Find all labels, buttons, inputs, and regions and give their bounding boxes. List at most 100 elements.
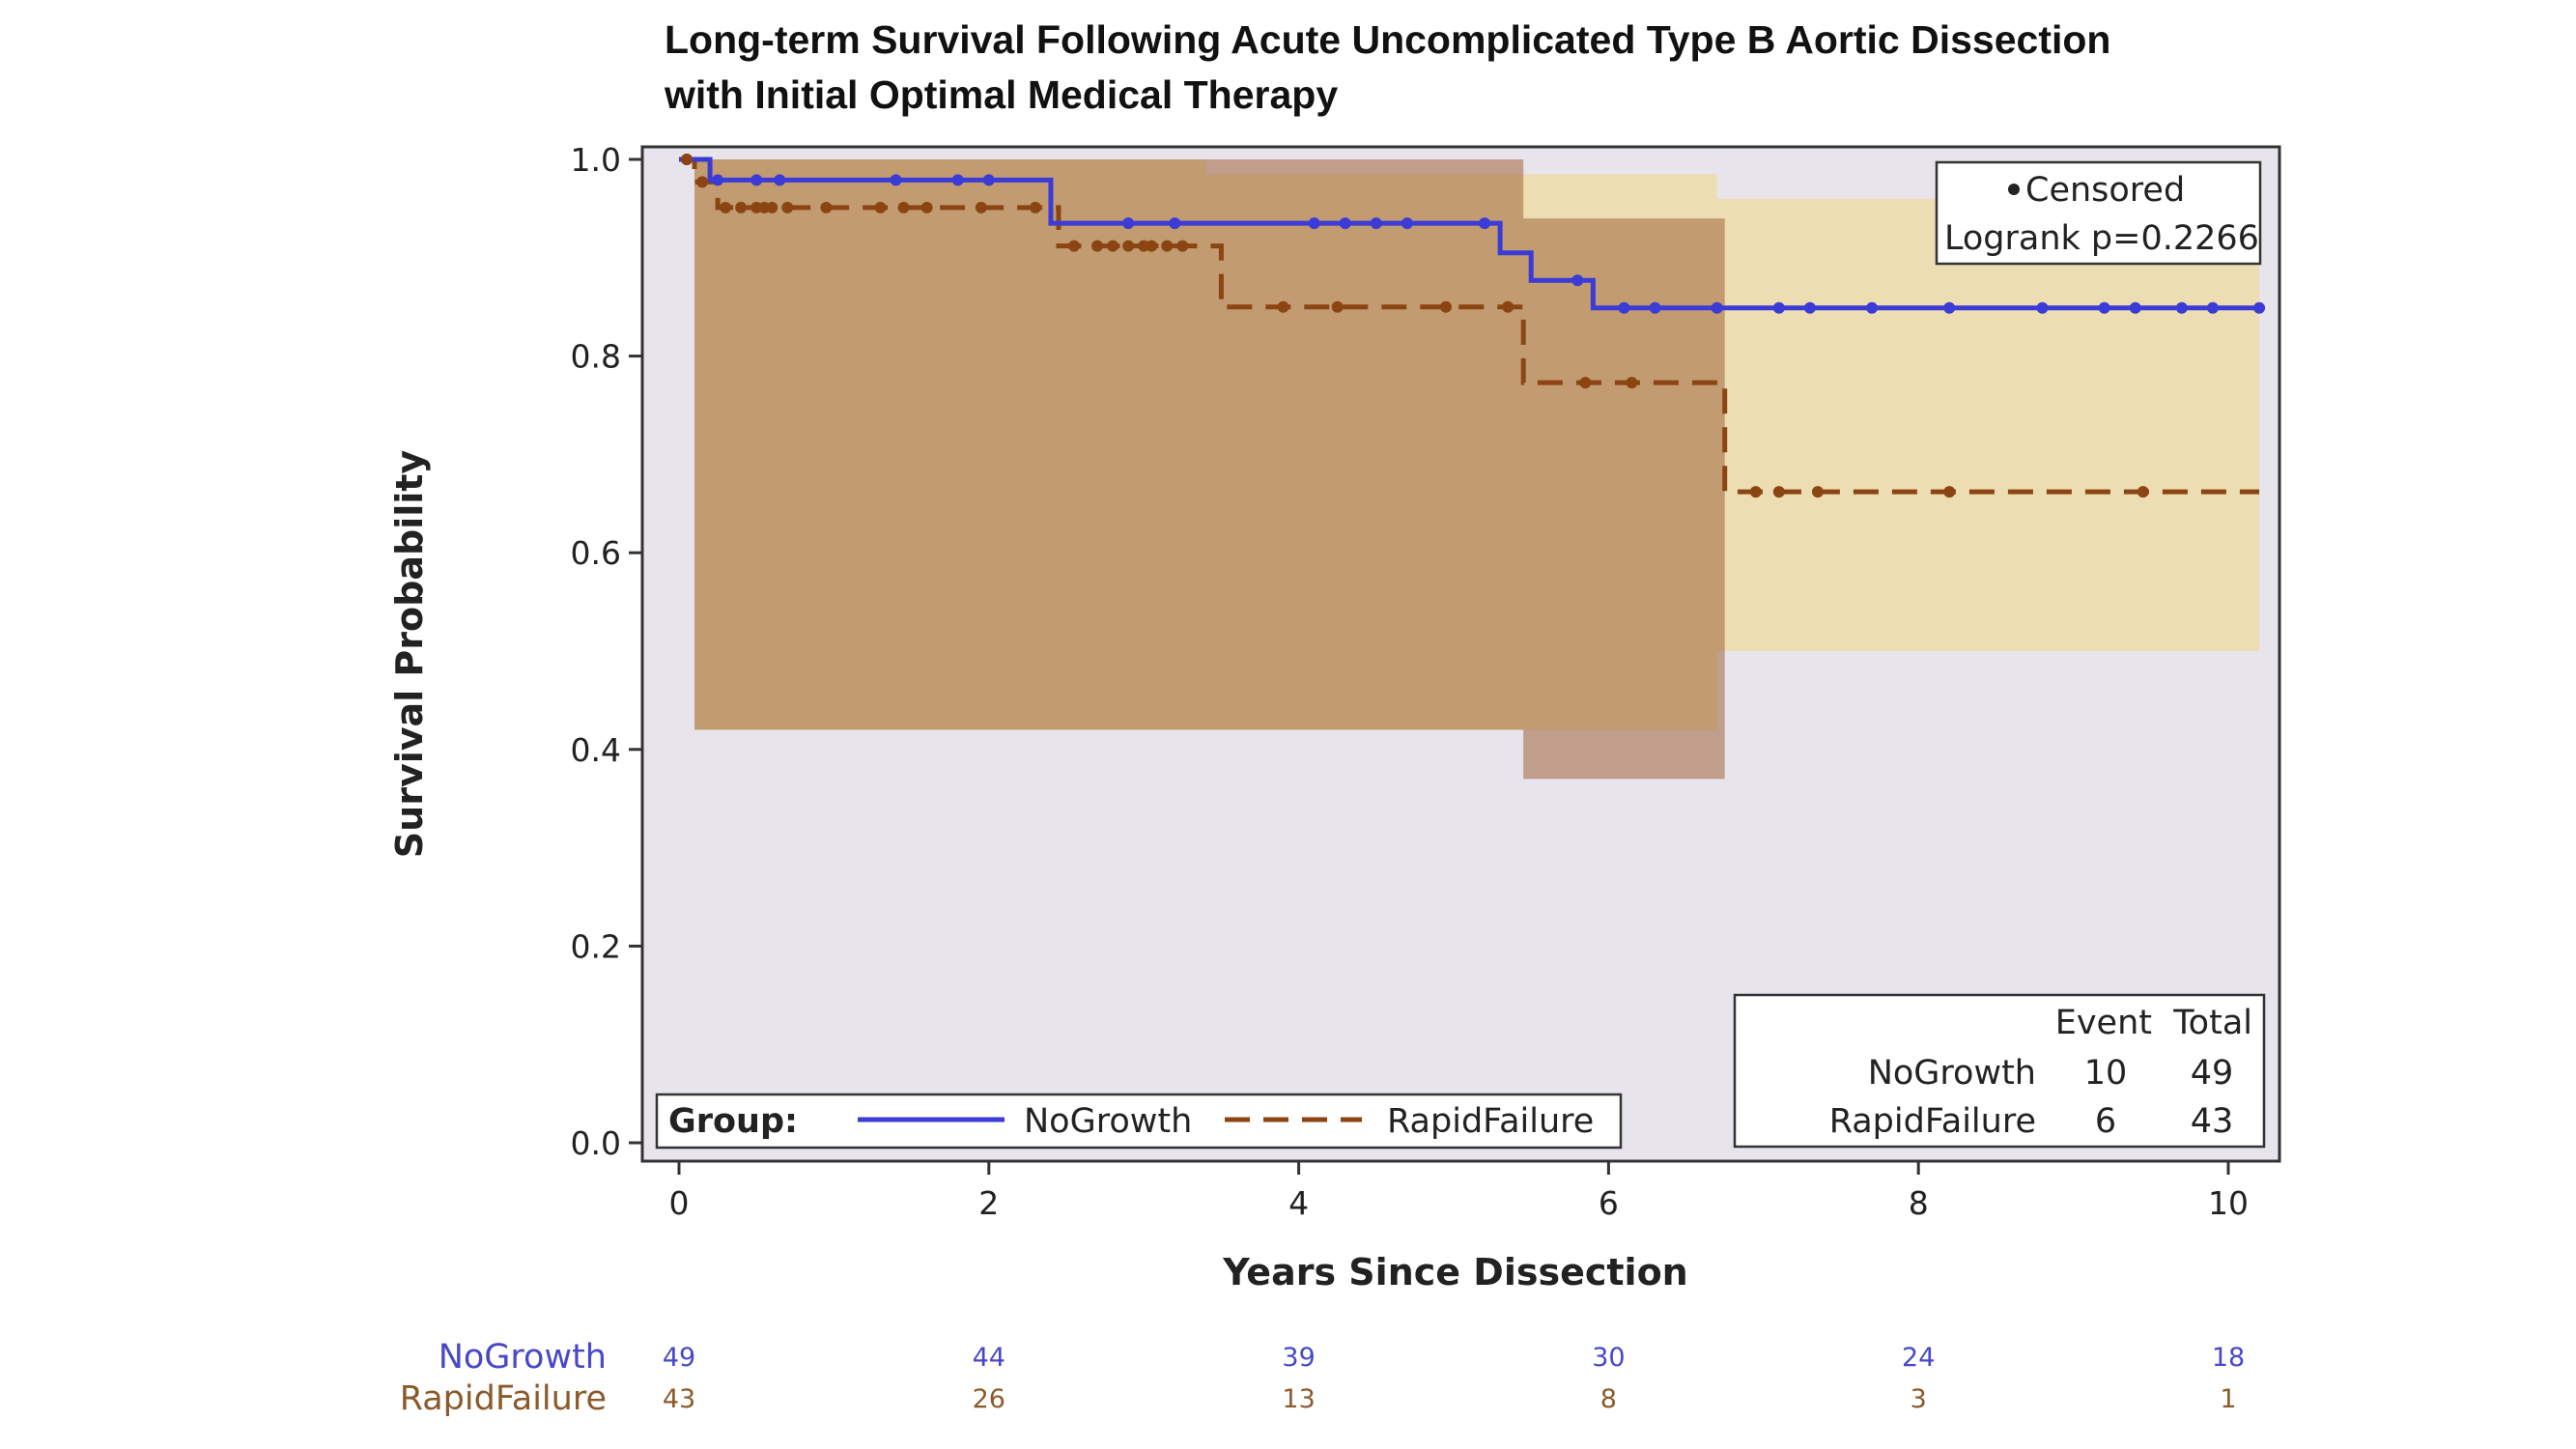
y-tick-label-3: 0.6 <box>571 534 621 572</box>
censored-marker-nogrowth-20 <box>1866 301 1879 314</box>
censored-marker-nogrowth-25 <box>2175 301 2188 314</box>
table-event-rapidfailure: 6 <box>2095 1102 2116 1141</box>
censored-marker-rapidfailure-27 <box>1626 377 1638 389</box>
x-axis: 0 2 4 6 8 10 <box>669 1161 2249 1222</box>
legend-label-rapidfailure: RapidFailure <box>1387 1102 1594 1141</box>
censored-marker-rapidfailure-29 <box>1772 486 1785 498</box>
confidence-band-rapidfailure <box>694 159 1725 947</box>
risk-value-nogrowth-4: 39 <box>1282 1343 1315 1373</box>
censored-marker-nogrowth-15 <box>1618 301 1630 314</box>
x-axis-label: Years Since Dissection <box>1222 1251 1687 1293</box>
censored-marker-rapidfailure-13 <box>1029 201 1041 213</box>
y-tick-label-0: 0.0 <box>571 1124 621 1162</box>
survival-curve-nogrowth <box>679 156 2260 311</box>
censored-marker-nogrowth-12 <box>1401 217 1413 230</box>
censored-marker-rapidfailure-32 <box>2137 486 2149 498</box>
x-tick-label-2: 2 <box>978 1184 999 1222</box>
censored-marker-rapidfailure-0 <box>681 154 694 165</box>
risk-value-rapidfailure-2: 26 <box>973 1384 1005 1414</box>
censored-marker-nogrowth-5 <box>951 174 964 186</box>
censored-marker-nogrowth-23 <box>2098 301 2110 314</box>
censored-marker-nogrowth-2 <box>750 174 763 186</box>
confidence-bands <box>694 159 2260 947</box>
censored-marker-rapidfailure-9 <box>874 201 887 213</box>
censored-marker-nogrowth-22 <box>2036 301 2049 314</box>
risk-values: 49 44 39 30 24 18 43 26 13 8 3 1 <box>663 1343 2245 1414</box>
censored-marker-rapidfailure-1 <box>696 176 709 188</box>
group-legend: Group: NoGrowth RapidFailure <box>655 1093 1623 1150</box>
chart-title-line-2: with Initial Optimal Medical Therapy <box>664 72 1338 117</box>
risk-value-nogrowth-10: 18 <box>2212 1343 2245 1373</box>
risk-row-label-nogrowth: NoGrowth <box>439 1338 607 1377</box>
x-tick-label-4: 4 <box>1288 1184 1309 1222</box>
censored-marker-nogrowth-3 <box>774 174 786 186</box>
censored-marker-rapidfailure-14 <box>1068 240 1081 252</box>
risk-value-rapidfailure-10: 1 <box>2220 1384 2236 1414</box>
censored-marker-rapidfailure-30 <box>1811 486 1824 498</box>
censored-marker-nogrowth-18 <box>1772 301 1785 314</box>
censored-marker-rapidfailure-24 <box>1439 300 1452 313</box>
x-tick-label-6: 6 <box>1599 1184 1619 1222</box>
censored-marker-nogrowth-8 <box>1169 217 1181 230</box>
y-tick-label-1: 0.2 <box>571 927 621 965</box>
censored-markers <box>681 154 2266 498</box>
censored-marker-rapidfailure-3 <box>735 201 748 213</box>
censored-marker-rapidfailure-15 <box>1091 240 1104 252</box>
censored-marker-nogrowth-14 <box>1571 274 1584 287</box>
censored-legend-label: Censored <box>2025 171 2185 210</box>
y-tick-label-5: 1.0 <box>571 141 621 179</box>
table-total-nogrowth: 49 <box>2191 1054 2234 1093</box>
censored-marker-rapidfailure-6 <box>766 201 778 213</box>
censored-marker-rapidfailure-26 <box>1579 377 1592 389</box>
censored-marker-rapidfailure-8 <box>820 201 833 213</box>
censored-marker-nogrowth-21 <box>1943 301 1956 314</box>
censored-marker-nogrowth-7 <box>1122 217 1135 230</box>
risk-value-nogrowth-2: 44 <box>973 1343 1005 1373</box>
table-group-rapidfailure: RapidFailure <box>1829 1102 2036 1141</box>
censored-marker-nogrowth-16 <box>1649 301 1661 314</box>
chart-title-line-1: Long-term Survival Following Acute Uncom… <box>665 17 2110 62</box>
risk-row-label-rapidfailure: RapidFailure <box>400 1379 607 1418</box>
censored-marker-rapidfailure-2 <box>720 201 732 213</box>
censored-marker-nogrowth-24 <box>2129 301 2141 314</box>
risk-value-rapidfailure-4: 13 <box>1282 1384 1315 1414</box>
censored-marker-rapidfailure-21 <box>1176 240 1189 252</box>
censored-marker-rapidfailure-23 <box>1331 300 1344 313</box>
event-total-table: Event Total NoGrowth 10 49 RapidFailure … <box>1733 993 2266 1149</box>
censored-marker-rapidfailure-31 <box>1943 486 1956 498</box>
censored-marker-rapidfailure-10 <box>897 201 910 213</box>
risk-value-rapidfailure-6: 8 <box>1600 1384 1617 1414</box>
y-axis: 0.0 0.2 0.4 0.6 0.8 1.0 <box>571 141 642 1162</box>
risk-value-nogrowth-6: 30 <box>1592 1343 1625 1373</box>
risk-value-nogrowth-0: 49 <box>663 1343 695 1373</box>
censored-marker-nogrowth-6 <box>982 174 995 186</box>
table-group-nogrowth: NoGrowth <box>1868 1054 2036 1093</box>
x-tick-label-10: 10 <box>2208 1184 2249 1222</box>
censored-marker-rapidfailure-22 <box>1277 300 1289 313</box>
censored-marker-nogrowth-17 <box>1711 301 1723 314</box>
y-axis-label: Survival Probability <box>388 450 431 859</box>
censored-marker-nogrowth-19 <box>1803 301 1816 314</box>
risk-value-rapidfailure-0: 43 <box>663 1384 695 1414</box>
censored-legend-marker <box>2008 184 2020 195</box>
censored-marker-rapidfailure-25 <box>1502 300 1514 313</box>
censored-marker-rapidfailure-19 <box>1146 240 1158 252</box>
y-tick-label-2: 0.4 <box>571 731 621 769</box>
risk-value-nogrowth-8: 24 <box>1902 1343 1935 1373</box>
logrank-inset: Censored Logrank p=0.2266 <box>1935 160 2262 266</box>
censored-marker-nogrowth-26 <box>2206 301 2219 314</box>
censored-marker-rapidfailure-12 <box>975 201 987 213</box>
legend-label-nogrowth: NoGrowth <box>1024 1102 1192 1141</box>
table-header-total: Total <box>2172 1004 2252 1042</box>
censored-marker-nogrowth-27 <box>2253 301 2266 314</box>
x-tick-label-8: 8 <box>1909 1184 1929 1222</box>
censored-marker-rapidfailure-28 <box>1749 486 1762 498</box>
censored-marker-nogrowth-1 <box>712 174 724 186</box>
table-header-event: Event <box>2055 1004 2152 1042</box>
legend-title: Group: <box>668 1102 798 1141</box>
censored-marker-rapidfailure-17 <box>1122 240 1135 252</box>
censored-marker-rapidfailure-11 <box>920 201 933 213</box>
censored-marker-rapidfailure-20 <box>1161 240 1174 252</box>
